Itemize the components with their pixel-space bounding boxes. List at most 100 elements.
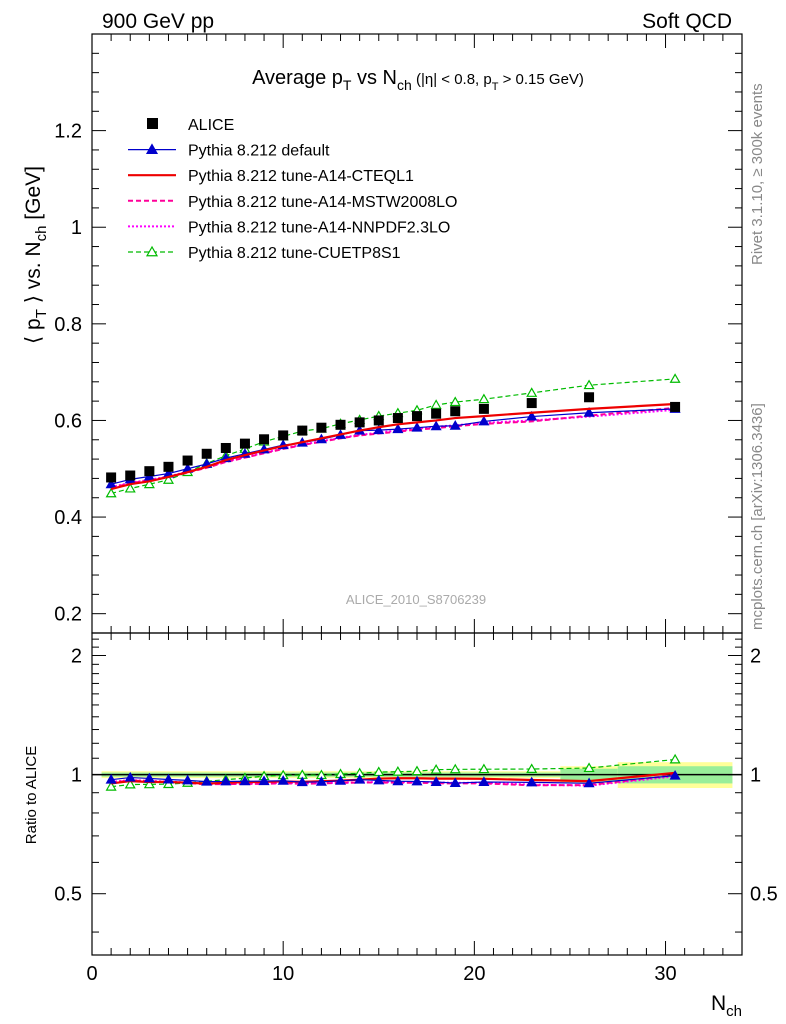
main-point-alice [201, 448, 212, 459]
ratio-marker-cuetp8s1 [124, 778, 136, 789]
main-marker-cuetp8s1 [449, 396, 461, 407]
main-marker-cuetp8s1 [478, 393, 490, 404]
title-small-post: > 0.15 GeV) [498, 71, 583, 88]
ylabel-b: ⟩ vs. N [22, 241, 45, 309]
ratio-marker-default [373, 774, 385, 785]
legend-marker-cuetp8s1 [145, 245, 159, 257]
ratio-marker-cuetp8s1 [392, 766, 404, 776]
ratio-y-tick-label-right: 2 [750, 646, 761, 668]
main-marker-cuetp8s1 [105, 487, 117, 498]
ratio-marker-default [526, 776, 538, 787]
ratio-marker-default [182, 774, 194, 785]
main-point-alice [412, 411, 422, 422]
ratio-marker-cuetp8s1 [478, 763, 490, 774]
main-marker-default [526, 410, 538, 421]
main-point-alice [584, 392, 595, 403]
ylabel-c: [GeV] [22, 166, 45, 226]
ratio-y-tick-label: 0.5 [54, 884, 82, 906]
ratio-marker-default [669, 769, 681, 780]
main-point-alice [163, 461, 174, 472]
ratio-marker-default [354, 773, 366, 784]
legend-label-nnpdf: Pythia 8.212 tune-A14-NNPDF2.3LO [188, 219, 450, 236]
ratio-marker-default [478, 776, 490, 786]
ratio-marker-default [239, 775, 251, 786]
ratio-marker-cuetp8s1 [449, 763, 461, 774]
legend-entry-cteql1: Pythia 8.212 tune-A14-CTEQL1 [128, 168, 414, 185]
analysis-watermark: ALICE_2010_S8706239 [346, 592, 486, 607]
ratio-marker-default [105, 773, 117, 784]
legend-label-alice: ALICE [188, 117, 234, 134]
legend-entry-cuetp8s1: Pythia 8.212 tune-CUETP8S1 [128, 245, 401, 262]
main-marker-default [411, 421, 423, 432]
ratio-marker-default [411, 775, 423, 786]
ratio-marker-default [220, 775, 232, 786]
ratio-marker-default [296, 776, 308, 787]
ratio-marker-default [143, 772, 155, 783]
x-tick-label: 30 [654, 963, 676, 985]
main-y-tick-label: 1.2 [54, 121, 82, 143]
ratio-marker-cuetp8s1 [583, 762, 595, 773]
legend: ALICE Pythia 8.212 default Pythia 8.212 tu… [128, 117, 457, 262]
legend-entry-nnpdf: Pythia 8.212 tune-A14-NNPDF2.3LO [128, 219, 450, 236]
main-marker-default [478, 415, 490, 426]
title-sub2: ch [397, 77, 412, 93]
ratio-marker-default [258, 775, 270, 786]
main-y-tick-label: 0.2 [54, 604, 82, 626]
main-point-alice [431, 408, 442, 419]
ratio-y-tick-label: 1 [71, 765, 82, 787]
ratio-marker-default [334, 775, 347, 785]
main-point-alice [220, 442, 231, 453]
x-axis-label: Nch [711, 992, 742, 1020]
ylabel-asub: T [33, 309, 50, 318]
main-marker-cuetp8s1 [526, 387, 538, 397]
ylabel-bsub: ch [33, 226, 50, 242]
main-marker-default [373, 424, 385, 435]
main-point-alice [335, 419, 346, 430]
ratio-marker-cuetp8s1 [143, 778, 155, 789]
ratio-marker-default [162, 773, 175, 784]
ratio-marker-cuetp8s1 [162, 778, 175, 789]
ratio-marker-default [124, 771, 136, 782]
x-tick-label: 10 [272, 963, 294, 985]
main-point-alice [144, 466, 155, 477]
legend-label-mstw: Pythia 8.212 tune-A14-MSTW2008LO [188, 194, 457, 211]
main-marker-default [430, 420, 442, 431]
main-y-tick-label: 0.8 [54, 314, 82, 336]
ratio-y-tick-label-right: 0.5 [750, 884, 778, 906]
main-point-alice [125, 470, 136, 481]
legend-label-cuetp8s1: Pythia 8.212 tune-CUETP8S1 [188, 245, 401, 262]
ratio-marker-default [315, 776, 327, 786]
legend-marker-default [145, 143, 159, 154]
main-point-alice [478, 403, 489, 414]
ratio-ylabel: Ratio to ALICE [23, 746, 40, 844]
legend-label-default: Pythia 8.212 default [188, 143, 330, 160]
main-point-alice [373, 415, 384, 426]
main-y-tick-label: 0.4 [54, 507, 82, 529]
legend-marker-alice [147, 118, 158, 129]
ratio-marker-default [392, 775, 404, 786]
main-marker-cuetp8s1 [124, 482, 136, 493]
main-point-alice [239, 438, 250, 449]
main-point-alice [106, 472, 117, 483]
ratio-frame [91, 632, 743, 956]
main-point-alice [182, 455, 193, 466]
main-marker-cuetp8s1 [583, 379, 595, 390]
main-plot: 0.2 0.4 0.6 0.8 1 1.2 [54, 33, 743, 955]
main-title: Average pT vs Nch (|η| < 0.8, pT > 0.15 … [252, 67, 584, 93]
main-ylabel: ⟨ pT ⟩ vs. Nch [GeV] [22, 166, 50, 344]
main-point-alice [450, 406, 461, 417]
main-marker-cuetp8s1 [430, 399, 442, 409]
main-y-tick-label: 1 [71, 217, 82, 239]
title-sub1: T [343, 77, 352, 93]
main-point-alice [526, 398, 537, 409]
rivet-version-label: Rivet 3.1.10, ≥ 300k events [749, 83, 766, 265]
main-marker-cuetp8s1 [143, 478, 155, 489]
ratio-marker-default [430, 776, 442, 786]
ratio-marker-default [583, 777, 595, 788]
main-point-alice [392, 413, 403, 424]
main-y-tick-label: 0.6 [54, 410, 82, 432]
main-marker-default [583, 407, 595, 417]
main-point-alice [316, 422, 327, 433]
title-pre: Average p [252, 67, 343, 89]
